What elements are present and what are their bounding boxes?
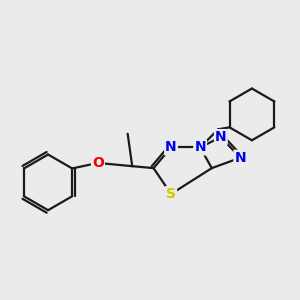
Text: N: N <box>235 151 246 165</box>
Text: N: N <box>215 130 227 144</box>
Text: S: S <box>166 187 176 201</box>
Text: O: O <box>92 156 104 170</box>
Text: N: N <box>194 140 206 154</box>
Text: N: N <box>165 140 177 154</box>
